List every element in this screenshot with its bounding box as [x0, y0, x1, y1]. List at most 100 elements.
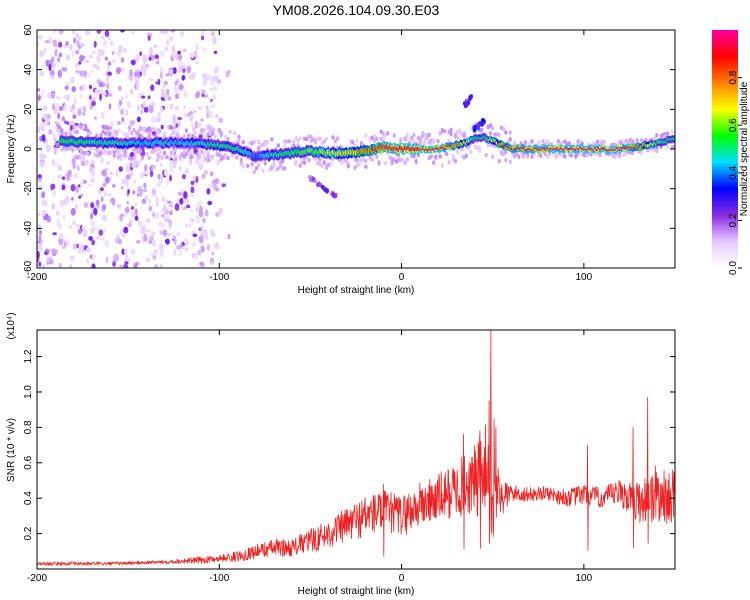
spectrogram-cell	[504, 149, 508, 155]
spectrogram-cell	[261, 168, 265, 174]
spectrogram-cell	[90, 202, 95, 209]
spectrogram-cell	[52, 232, 57, 236]
spectrogram-cell	[178, 166, 182, 171]
spectrogram-cell	[324, 136, 329, 142]
spectrogram-cell	[184, 167, 189, 175]
spectrogram-cell	[183, 112, 187, 118]
spectrogram-cell	[37, 41, 40, 47]
spectrogram-cell	[39, 160, 45, 168]
spectrogram-cell	[159, 50, 165, 58]
spectrogram-cell	[464, 153, 469, 158]
spectrogram-cell	[199, 231, 205, 237]
spectrogram-cell	[265, 139, 270, 145]
spectrogram-cell	[353, 165, 357, 170]
spectrogram-cell	[205, 124, 209, 131]
spectrogram-cell	[90, 227, 95, 234]
spectrogram-cell	[386, 131, 390, 136]
spectrogram-cell	[135, 239, 141, 244]
spectrogram-cell	[37, 224, 41, 229]
spectrogram-cell	[241, 164, 245, 169]
spectrogram-cell	[136, 160, 140, 167]
spectrogram-cell	[195, 176, 199, 183]
spectrogram-cell	[72, 103, 75, 111]
spectrogram-cell	[169, 153, 173, 158]
spectrogram-cell	[215, 162, 221, 166]
x-tick-label: 0	[399, 573, 405, 584]
spectrogram-cell	[39, 135, 43, 142]
spectrogram-cell	[169, 159, 173, 168]
spectrogram-cell	[137, 105, 140, 111]
spectrogram-cell	[149, 133, 154, 139]
spectrogram-cell	[82, 125, 86, 130]
spectrogram-cell	[497, 133, 501, 138]
snr-y-ticks: 0.2 0.4 0.6 0.8 1.0 1.2	[23, 349, 675, 541]
spectrogram-cell	[111, 51, 115, 56]
spectrogram-cell	[62, 215, 66, 219]
spectrogram-cell	[224, 134, 228, 140]
spectrogram-cell	[292, 139, 296, 145]
spectrogram-cell	[491, 154, 495, 160]
spectrogram-cell	[159, 230, 163, 235]
spectrogram-cell	[65, 82, 71, 87]
spectrogram-cell	[138, 148, 143, 154]
spectrogram-cell	[324, 165, 329, 171]
snr-panel: -200 -100 0 100 0.2 0.4 0.6 0.8 1.0 1.2 Height o…	[6, 312, 676, 597]
spectrogram-cell	[160, 173, 164, 181]
spectrogram-cell	[210, 104, 216, 109]
spectrogram-cell	[83, 70, 87, 79]
spectrogram-cell	[215, 212, 220, 218]
spectrogram-cell	[237, 134, 241, 139]
spectrogram-cell	[171, 123, 176, 127]
spectrogram-cell	[132, 155, 137, 160]
spectrogram-cell	[82, 229, 88, 238]
spectrogram-cell	[79, 54, 85, 62]
spectrogram-cell	[98, 82, 103, 88]
spectrogram-cell	[208, 110, 214, 118]
spectrogram-cell	[539, 153, 543, 159]
spectrogram-cell	[174, 80, 178, 87]
spectrogram-cell	[57, 41, 63, 48]
spectrogram-cell	[313, 178, 318, 184]
spectrogram-cell	[210, 260, 214, 266]
spectrogram-cell	[41, 209, 46, 217]
spectrogram-cell	[116, 203, 122, 209]
spectrogram-cell	[127, 189, 130, 194]
spectrogram-cell	[202, 150, 206, 155]
y-tick-label: 0.8	[23, 420, 34, 434]
spectrogram-cell	[134, 71, 138, 78]
spectrogram-cell	[103, 148, 108, 154]
spectrogram-cell	[174, 93, 180, 100]
spectrogram-cell	[156, 116, 161, 123]
spectrogram-cell	[61, 67, 66, 72]
spectrogram-cell	[87, 73, 92, 78]
spectrogram-cell	[142, 100, 146, 108]
spectrogram-cell	[185, 247, 189, 252]
spectrogram-cell	[272, 163, 276, 169]
spectrogram-cell	[192, 71, 196, 79]
spectrogram-cell	[178, 59, 183, 67]
spectrogram-cell	[61, 176, 66, 180]
spectrogram-cell	[188, 110, 193, 116]
spectrogram-cell	[55, 210, 60, 216]
spectrogram-cell	[112, 150, 116, 155]
spectrogram-cell	[666, 131, 670, 136]
spectrogram-cell	[134, 79, 140, 84]
spectrogram-cell	[104, 56, 109, 61]
spectrogram-cell	[121, 147, 125, 153]
spectrogram-cell	[449, 127, 453, 133]
spectrogram-cell	[200, 245, 205, 253]
spectrogram-cell	[477, 145, 482, 150]
spectrogram-cell	[197, 249, 202, 256]
spectrogram-cell	[50, 92, 56, 99]
spectrogram-cell	[71, 148, 75, 153]
spectrogram-cell	[81, 226, 85, 230]
spectrogram-cell	[53, 147, 57, 152]
spectrogram-cell	[438, 154, 442, 159]
spectrogram-cell	[102, 169, 107, 177]
spectrogram-cell	[207, 244, 210, 252]
spectrogram-cell	[159, 71, 163, 80]
spectrogram-cell	[64, 85, 69, 90]
spectrogram-cell	[156, 129, 160, 135]
spectrogram-cell	[317, 181, 321, 186]
spectrogram-cell	[199, 262, 204, 267]
